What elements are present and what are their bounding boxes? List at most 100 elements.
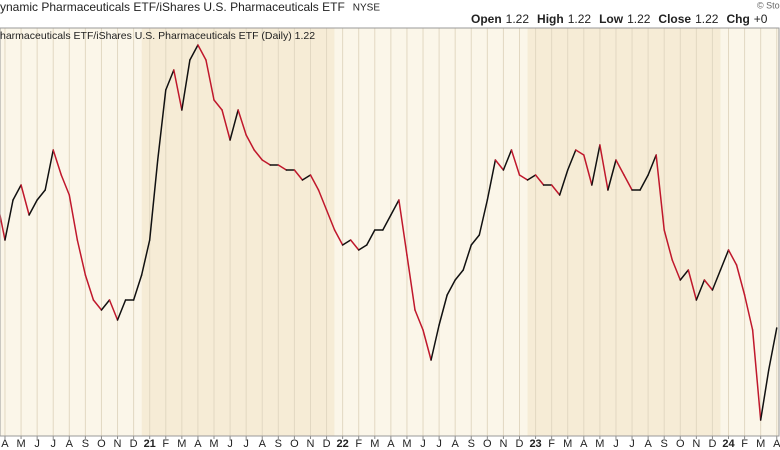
price-segment [60,174,71,196]
price-segment [639,174,649,191]
price-segment [502,149,513,171]
price-segment [534,174,545,186]
price-segment [478,199,489,236]
price-segment [550,184,561,196]
price-line [0,44,778,421]
price-segment [751,329,762,421]
quote-value: 1.22 [568,12,592,26]
price-segment [711,269,722,291]
price-segment [687,269,698,301]
x-tick-label: J [50,438,56,450]
price-segment [349,239,360,251]
price-segment [221,109,231,141]
price-segment [293,169,304,181]
price-segment [301,174,312,181]
x-tick-label: S [661,438,668,450]
price-segment [229,109,239,141]
price-segment [173,69,183,111]
price-segment [719,249,730,271]
x-tick-label: F [355,438,362,450]
price-segment [20,184,30,216]
price-segment [205,59,215,101]
price-segment [583,154,593,186]
price-segment [526,174,537,181]
price-segment [454,269,464,281]
quote-label: Close [658,12,691,26]
quote-value: +0 [754,12,768,26]
plot-border [0,27,780,437]
x-tick-label: J [420,438,426,450]
price-segment [317,189,328,211]
price-segment [309,174,320,191]
price-segment [333,229,344,246]
price-segment [566,149,577,171]
price-segment [623,174,633,191]
price-segment [735,264,746,296]
x-tick-label: F [548,438,555,450]
price-segment [422,329,432,361]
x-tick-label: A [194,438,202,450]
price-segment [148,159,159,241]
price-segment [703,279,714,291]
price-segment [558,169,569,196]
quote-value: 1.22 [695,12,719,26]
x-tick-label: M [595,438,604,450]
price-segment [695,279,706,301]
x-tick-label: J [629,438,635,450]
x-tick-label: N [692,438,700,450]
x-tick-label: N [306,438,314,450]
price-segment [357,244,368,251]
x-tick-label: J [613,438,619,450]
price-segment [116,299,127,321]
x-tick-label: A [1,438,9,450]
x-tick-label: O [483,438,492,450]
x-tick-label: M [370,438,379,450]
price-segment [181,59,191,111]
price-segment [325,209,336,231]
price-segment [679,269,690,281]
price-segment [245,134,255,151]
x-tick-label: M [177,438,186,450]
x-tick-label: F [741,438,748,450]
price-segment [237,109,247,136]
x-tick-label: 22 [337,438,349,450]
exchange: NYSE [353,3,381,14]
price-segment [446,279,456,296]
price-segment [100,299,111,311]
x-tick-label: 21 [144,438,156,450]
x-tick-label: A [259,438,267,450]
x-tick-label: N [114,438,122,450]
x-tick-label: A [387,438,395,450]
price-segment [213,99,223,111]
price-segment [470,234,481,246]
quote-value: 1.22 [627,12,651,26]
price-segment [591,144,601,186]
x-tick-label: A [644,438,652,450]
price-segment [518,174,529,181]
price-segment [84,274,95,301]
x-tick-label: D [708,438,716,450]
price-segment [767,327,778,371]
year-band [334,28,528,436]
price-segment [414,309,424,331]
x-tick-label: J [436,438,442,450]
price-segment [189,44,199,61]
year-band [720,28,779,436]
year-band [527,28,721,436]
x-tick-label: 23 [529,438,541,450]
price-segment [438,294,448,326]
price-segment [4,199,14,241]
price-segment [52,149,63,176]
price-segment [510,149,521,176]
price-segment [382,214,392,231]
year-bands [0,28,779,436]
price-segment [140,239,151,276]
legend-text: harmaceuticals ETF/iShares U.S. Pharmace… [0,30,315,42]
price-segment [197,44,207,61]
quote-value: 1.22 [506,12,530,26]
quote-label: Low [599,12,624,26]
price-segment [365,229,376,246]
x-tick-label: M [16,438,25,450]
x-tick-label: J [227,438,233,450]
price-segment [663,229,673,261]
